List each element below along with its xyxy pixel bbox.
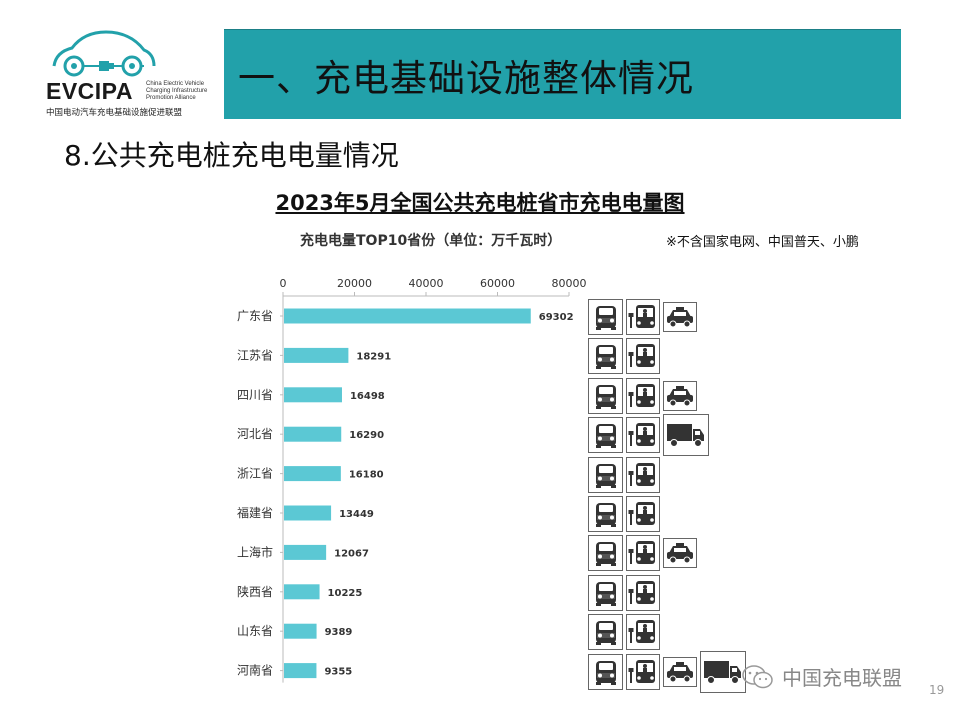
category-label: 河南省 [237,663,273,678]
data-label: 12067 [334,548,369,559]
data-label: 16498 [350,391,385,402]
x-tick-label: 0 [280,277,287,290]
chart-note: ※不含国家电网、中国普天、小鹏 [666,235,859,250]
category-label: 山东省 [237,624,273,638]
data-label: 16290 [349,430,384,441]
bar [284,505,332,521]
data-label: 9355 [324,667,352,678]
category-label: 江苏省 [237,348,273,362]
bar [284,387,342,403]
evcipa-logo: EVCIPA China Electric Vehicle Charging I… [40,26,210,121]
x-tick-label: 20000 [337,277,372,290]
data-label: 10225 [328,588,363,599]
car-plug-icon [52,30,156,77]
category-label: 浙江省 [237,467,273,481]
bar [284,544,327,560]
chart-subtitle: 充电电量TOP10省份（单位：万千瓦时） [300,233,562,249]
data-label: 13449 [339,509,374,520]
bar [284,347,349,363]
data-label: 16180 [349,470,384,481]
category-label: 上海市 [237,544,273,559]
logo-name: EVCIPA [46,78,133,104]
bar [284,426,342,442]
watermark: 中国充电联盟 [742,662,902,691]
bar [284,663,317,679]
x-tick-label: 60000 [480,277,515,290]
logo-chinese: 中国电动汽车充电基础设施促进联盟 [46,108,183,118]
data-label: 69302 [539,312,574,323]
page-number: 19 [929,683,945,697]
category-label: 四川省 [237,388,273,402]
x-tick-label: 40000 [409,277,444,290]
category-label: 福建省 [237,505,273,520]
category-label: 陕西省 [237,584,273,599]
bar [284,623,317,639]
data-label: 18291 [356,351,391,362]
category-label: 广东省 [237,309,273,323]
banner-title: 一、充电基础设施整体情况 [238,57,694,100]
logo-english: China Electric Vehicle Charging Infrastr… [146,81,208,101]
bar [284,308,531,324]
watermark-text: 中国充电联盟 [782,666,902,690]
wechat-icon [742,664,773,688]
data-label: 9389 [325,627,353,638]
bar [284,584,320,600]
bar [284,466,341,482]
chart-title: 2023年5月全国公共充电桩省市充电电量图 [275,191,685,215]
title-banner: 一、充电基础设施整体情况 [224,29,901,119]
section-title: 8.公共充电桩充电电量情况 [64,139,399,172]
category-label: 河北省 [237,427,273,441]
x-tick-label: 80000 [552,277,587,290]
